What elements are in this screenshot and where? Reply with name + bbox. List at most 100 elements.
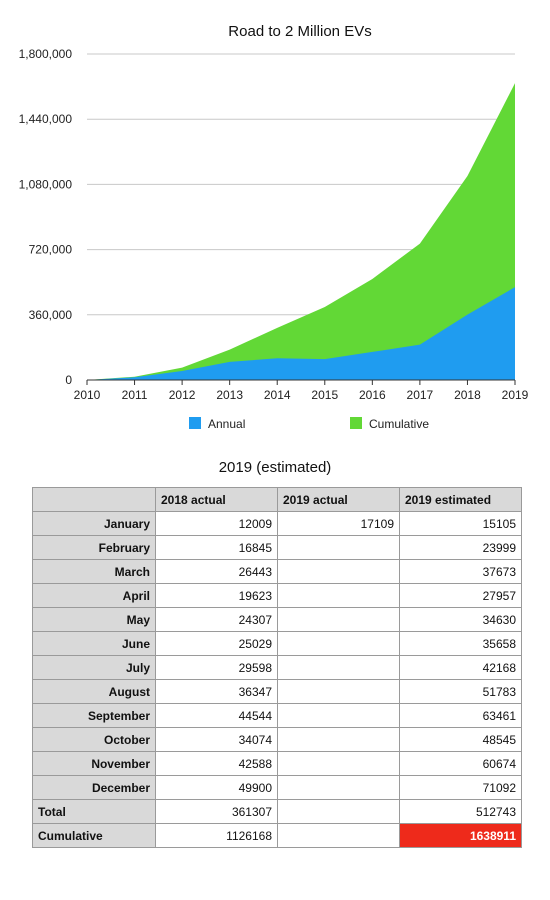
row-label: January <box>32 511 156 536</box>
cell-2019-actual: 17109 <box>277 511 400 536</box>
table-row: July 29598 42168 <box>32 655 522 680</box>
cell-2019-estimated: 51783 <box>399 679 522 704</box>
legend-swatch-annual <box>189 417 201 429</box>
cell-2019-actual <box>277 607 400 632</box>
cell-2019-estimated: 63461 <box>399 703 522 728</box>
cell-2018-actual: 44544 <box>155 703 278 728</box>
row-label: April <box>32 583 156 608</box>
table-row: December 49900 71092 <box>32 775 522 800</box>
table-row: October 34074 48545 <box>32 727 522 752</box>
y-tick-label: 1,440,000 <box>19 112 73 126</box>
table-row: November 42588 60674 <box>32 751 522 776</box>
cell-2018-actual: 19623 <box>155 583 278 608</box>
y-tick-label: 1,080,000 <box>19 177 73 191</box>
table-row: February 16845 23999 <box>32 535 522 560</box>
table-row: June 25029 35658 <box>32 631 522 656</box>
y-tick-label: 0 <box>65 373 72 387</box>
row-label: September <box>32 703 156 728</box>
cell-2018-actual: 29598 <box>155 655 278 680</box>
cell-2019-actual <box>277 727 400 752</box>
header-corner <box>32 487 156 512</box>
cell-2019-actual <box>277 535 400 560</box>
cell-2019-estimated: 27957 <box>399 583 522 608</box>
y-tick-label: 720,000 <box>29 243 73 257</box>
header-2019-actual: 2019 actual <box>277 487 400 512</box>
header-2018-actual: 2018 actual <box>155 487 278 512</box>
cell-2018-actual: 26443 <box>155 559 278 584</box>
cell-2019-actual <box>277 559 400 584</box>
cell-2018-actual: 12009 <box>155 511 278 536</box>
table-row: May 24307 34630 <box>32 607 522 632</box>
x-tick-label: 2010 <box>74 388 101 402</box>
table-row: April 19623 27957 <box>32 583 522 608</box>
x-tick-label: 2016 <box>359 388 386 402</box>
cell-2019-actual <box>277 823 400 848</box>
row-label: February <box>32 535 156 560</box>
legend-label-cumulative: Cumulative <box>369 417 429 431</box>
table-body: January 12009 17109 15105 February 16845 23999… <box>32 511 522 848</box>
cell-2019-actual <box>277 655 400 680</box>
table-row: August 36347 51783 <box>32 679 522 704</box>
row-label: May <box>32 607 156 632</box>
axis-layer: 0 360,000 720,000 1,080,000 1,440,000 1,800,0… <box>19 47 529 402</box>
y-tick-label: 1,800,000 <box>19 47 73 61</box>
table-row: March 26443 37673 <box>32 559 522 584</box>
header-2019-estimated: 2019 estimated <box>399 487 522 512</box>
row-label: November <box>32 751 156 776</box>
cell-2019-estimated: 1638911 <box>399 823 522 848</box>
row-label: December <box>32 775 156 800</box>
x-tick-label: 2018 <box>454 388 481 402</box>
legend-label-annual: Annual <box>208 417 245 431</box>
table-row: September 44544 63461 <box>32 703 522 728</box>
cell-2018-actual: 49900 <box>155 775 278 800</box>
row-label: June <box>32 631 156 656</box>
cell-2018-actual: 361307 <box>155 799 278 824</box>
cell-2019-estimated: 23999 <box>399 535 522 560</box>
cell-2019-actual <box>277 751 400 776</box>
row-label: October <box>32 727 156 752</box>
cell-2019-actual <box>277 703 400 728</box>
x-tick-label: 2019 <box>502 388 529 402</box>
x-tick-label: 2014 <box>264 388 291 402</box>
cell-2018-actual: 24307 <box>155 607 278 632</box>
x-tick-label: 2011 <box>122 388 148 402</box>
x-tick-label: 2017 <box>407 388 434 402</box>
row-label: Total <box>32 799 156 824</box>
row-label: August <box>32 679 156 704</box>
cumulative-row: Cumulative 1126168 1638911 <box>32 823 522 848</box>
chart-svg: Road to 2 Million EVs 0 360,000 720,000 1,0… <box>19 23 529 431</box>
x-tick-label: 2015 <box>311 388 338 402</box>
row-label: March <box>32 559 156 584</box>
cell-2019-estimated: 48545 <box>399 727 522 752</box>
monthly-table: 2018 actual 2019 actual 2019 estimated J… <box>32 487 522 848</box>
cell-2019-actual <box>277 775 400 800</box>
cell-2019-estimated: 37673 <box>399 559 522 584</box>
cell-2019-actual <box>277 583 400 608</box>
total-row: Total 361307 512743 <box>32 799 522 824</box>
cell-2019-estimated: 512743 <box>399 799 522 824</box>
cell-2019-estimated: 15105 <box>399 511 522 536</box>
annual-area <box>87 287 515 380</box>
cell-2018-actual: 25029 <box>155 631 278 656</box>
area-chart: Road to 2 Million EVs 0 360,000 720,000 1,0… <box>19 23 529 431</box>
y-tick-label: 360,000 <box>29 308 73 322</box>
cell-2019-estimated: 71092 <box>399 775 522 800</box>
cell-2019-estimated: 35658 <box>399 631 522 656</box>
area-layer <box>87 83 515 380</box>
cell-2019-actual <box>277 631 400 656</box>
legend: Annual Cumulative <box>189 417 429 431</box>
x-tick-label: 2012 <box>169 388 196 402</box>
row-label: Cumulative <box>32 823 156 848</box>
cell-2019-estimated: 34630 <box>399 607 522 632</box>
cell-2019-actual <box>277 799 400 824</box>
chart-title: Road to 2 Million EVs <box>228 23 371 40</box>
cumulative-area <box>87 83 515 380</box>
table-header-row: 2018 actual 2019 actual 2019 estimated <box>32 487 522 512</box>
cell-2018-actual: 34074 <box>155 727 278 752</box>
legend-swatch-cumulative <box>350 417 362 429</box>
table-title: 2019 (estimated) <box>218 459 332 476</box>
table-row: January 12009 17109 15105 <box>32 511 522 536</box>
cell-2019-estimated: 60674 <box>399 751 522 776</box>
x-tick-label: 2013 <box>216 388 243 402</box>
cell-2018-actual: 42588 <box>155 751 278 776</box>
